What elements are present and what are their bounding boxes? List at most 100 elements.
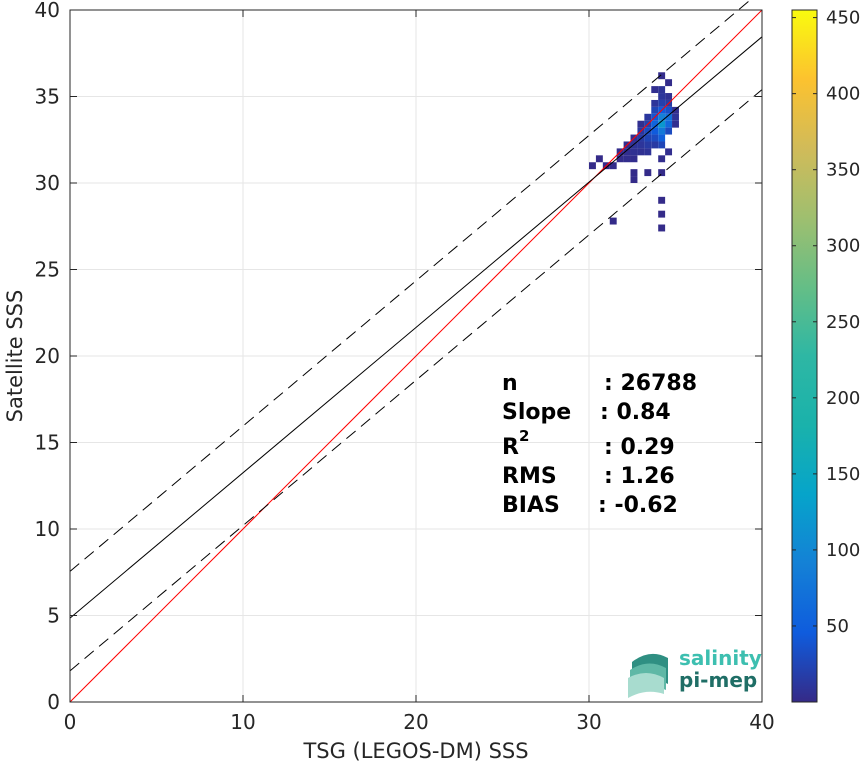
x-tick-label: 40	[749, 710, 774, 734]
density-cell	[672, 120, 679, 128]
density-cell	[658, 127, 666, 135]
logo-line-1: salinity	[679, 646, 762, 670]
y-tick-label: 40	[35, 0, 60, 22]
density-cell	[589, 162, 596, 170]
x-axis-title: TSG (LEGOS-DM) SSS	[302, 739, 528, 763]
regression-lines	[69, 0, 763, 703]
density-cell	[665, 113, 673, 121]
y-tick-labels: 0 5 10 15 20 25 30 35 40	[35, 0, 60, 714]
density-cell	[644, 134, 652, 142]
density-cell	[665, 106, 673, 114]
x-tick-label: 20	[403, 710, 428, 734]
stat-value-slope: : 0.84	[600, 400, 671, 425]
density-cell	[658, 196, 666, 204]
density-cell	[630, 148, 638, 156]
density-cell	[651, 86, 659, 94]
density-cell	[644, 127, 652, 135]
density-cell	[644, 169, 652, 177]
density-cell	[665, 120, 673, 128]
stat-label-rms: RMS	[502, 464, 557, 489]
stat-value-r2: : 0.29	[604, 435, 675, 460]
colorbar-tick-label: 450	[826, 8, 860, 29]
identity-line	[69, 9, 763, 703]
density-cell	[630, 176, 638, 183]
density-cell	[616, 155, 624, 163]
colorbar-tick-label: 100	[826, 540, 860, 561]
density-cell	[637, 120, 645, 128]
colorbar-tick-label: 400	[826, 84, 860, 105]
density-cell	[651, 99, 659, 107]
density-cell	[644, 148, 652, 156]
stat-value-rms: : 1.26	[604, 464, 675, 489]
colorbar-tick-label: 350	[826, 160, 860, 181]
density-cell	[658, 93, 666, 100]
stat-label-bias: BIAS	[502, 493, 560, 518]
y-tick-label: 35	[35, 85, 60, 109]
stats-box: n : 26788 Slope : 0.84 R 2 : 0.29 RMS : …	[502, 371, 697, 518]
x-tick-label: 30	[576, 710, 601, 734]
density-cell	[658, 86, 666, 94]
salinity-pimep-logo: salinity pi-mep	[628, 646, 762, 698]
stat-value-n: : 26788	[604, 371, 697, 396]
density-cell	[672, 113, 679, 121]
colorbar-tick-label: 300	[826, 236, 860, 257]
density-cell	[658, 155, 666, 163]
density-cell	[658, 99, 666, 107]
stat-label-r2: R	[502, 435, 519, 460]
density-cell	[658, 72, 666, 80]
density-cell	[672, 106, 679, 114]
density-cell	[658, 169, 666, 177]
density-cell	[651, 141, 659, 149]
density-cell	[658, 210, 666, 218]
density-cell	[665, 127, 673, 135]
density-cell	[665, 148, 673, 156]
colorbar-tick-label: 250	[826, 312, 860, 333]
wave-layers-icon	[628, 653, 668, 698]
y-tick-label: 0	[47, 690, 60, 714]
density-cell	[658, 120, 666, 128]
x-tick-label: 0	[64, 710, 77, 734]
stat-label-slope: Slope	[502, 400, 571, 425]
y-axis-title: Satellite SSS	[3, 290, 27, 423]
density-cell	[644, 141, 652, 149]
density-cell	[651, 134, 659, 142]
x-tick-labels: 0 10 20 30 40	[64, 710, 775, 734]
y-tick-label: 5	[47, 604, 60, 628]
density-cell	[658, 113, 666, 121]
density-cell	[623, 148, 631, 156]
stat-value-bias: : -0.62	[598, 493, 678, 518]
axis-ticks	[69, 9, 763, 703]
y-tick-label: 25	[35, 258, 60, 282]
colorbar-tick-label: 200	[826, 388, 860, 409]
density-cell	[637, 148, 645, 156]
stat-label-r2-superscript: 2	[519, 427, 529, 445]
colorbar-tick-label: 150	[826, 464, 860, 485]
colorbar	[791, 9, 818, 703]
colorbar-ticks: 50 100 150 200 250 300 350 400 450	[792, 8, 860, 637]
density-cell	[658, 141, 666, 149]
y-tick-label: 10	[35, 517, 60, 541]
y-tick-label: 30	[35, 171, 60, 195]
x-tick-label: 10	[230, 710, 255, 734]
y-tick-label: 15	[35, 431, 60, 455]
logo-line-2: pi-mep	[679, 668, 757, 692]
stat-label-n: n	[502, 371, 518, 396]
density-cell	[658, 134, 666, 142]
density-cell	[651, 106, 659, 114]
density-cell	[651, 127, 659, 135]
density-cell	[609, 217, 617, 225]
density-cell	[644, 113, 652, 121]
density-cell	[651, 120, 659, 128]
density-cell	[665, 93, 673, 100]
density-cell	[609, 162, 617, 170]
fit-line	[69, 36, 763, 619]
density-cell	[658, 224, 666, 232]
density-cell	[665, 79, 673, 87]
density-cell	[630, 155, 638, 163]
density-cell	[595, 155, 603, 163]
density-cell	[630, 169, 638, 177]
y-tick-label: 20	[35, 344, 60, 368]
density-cell	[623, 155, 631, 163]
